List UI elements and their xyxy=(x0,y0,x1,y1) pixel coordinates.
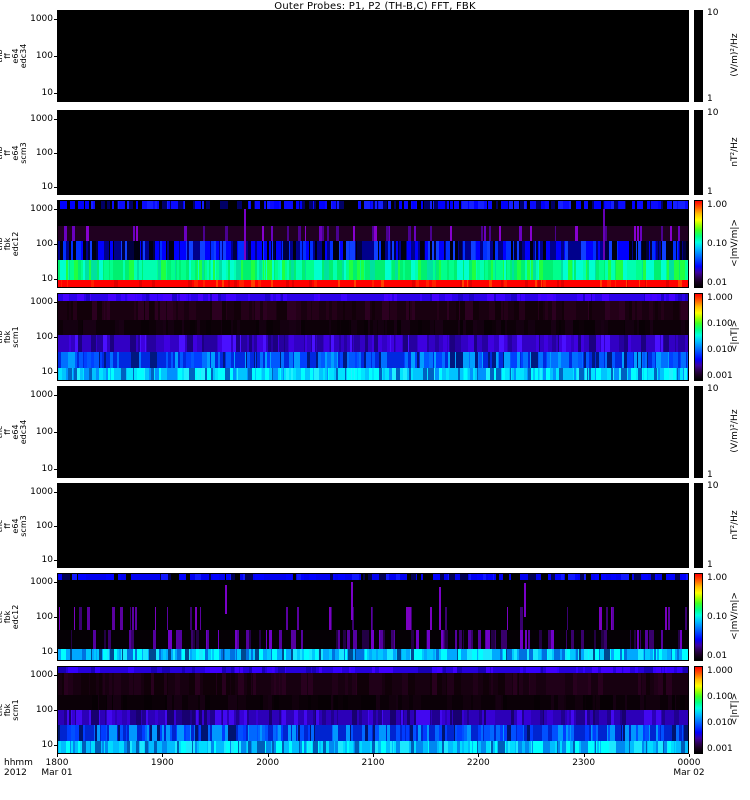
colorbar-thc-fbk-scm1 xyxy=(694,666,703,754)
y-tick-label: 100 xyxy=(35,520,53,531)
x-tick-label: 0000 xyxy=(677,758,701,768)
colorbar-tick-label: 1 xyxy=(707,187,713,198)
colorbar-tick-label: 0.01 xyxy=(707,650,728,661)
colorbar-unit-label: <|nT|> xyxy=(730,692,740,726)
colorbar-unit-label: (V/m)²/Hz xyxy=(730,409,740,453)
spectrogram-panel-thc-ff-e64-scm3[interactable] xyxy=(57,483,689,568)
spectrogram-panel-thc-fbk-edc12[interactable] xyxy=(57,573,689,661)
y-tick-label: 10 xyxy=(41,740,53,751)
colorbar-tick-label: 1.00 xyxy=(707,573,728,584)
y-tick-label: 10 xyxy=(41,554,53,565)
colorbar-tick-label: 0.10 xyxy=(707,239,728,249)
x-axis-date-start: Mar 01 xyxy=(41,768,73,778)
colorbar-unit-label: (V/m)²/Hz xyxy=(730,33,740,77)
y-tick-label: 10 xyxy=(41,87,53,98)
y-tick-label: 100 xyxy=(35,427,53,437)
colorbar-tick-label: 10 xyxy=(707,383,719,394)
colorbar-thb-fbk-edc12 xyxy=(694,200,703,288)
colorbar-tick-label: 0.10 xyxy=(707,612,728,622)
y-tick-label: 1000 xyxy=(30,669,53,680)
y-tick-label: 100 xyxy=(35,705,53,715)
colorbar-tick-label: 0.01 xyxy=(707,277,728,288)
y-tick-label: 10 xyxy=(41,647,53,658)
spectrogram-panel-thb-fbk-edc12[interactable] xyxy=(57,200,689,288)
panel-data-area xyxy=(58,387,688,477)
colorbar-tick-label: 1 xyxy=(707,94,713,105)
colorbar-tick-label: 10 xyxy=(707,480,719,491)
spectrogram-panel-thc-fbk-scm1[interactable] xyxy=(57,666,689,754)
colorbar-tick-label: 0.010 xyxy=(707,344,733,355)
colorbar-tick-label: 1 xyxy=(707,560,713,571)
x-tick-label: 2000 xyxy=(256,758,280,768)
colorbar-unit-label: <|mV/m|> xyxy=(730,219,740,267)
colorbar-unit-label: nT²/Hz xyxy=(730,509,740,540)
panel-data-area xyxy=(58,484,688,567)
panel-data-area xyxy=(58,11,688,101)
y-tick-label: 100 xyxy=(35,239,53,249)
colorbar-thc-fbk-edc12 xyxy=(694,573,703,661)
colorbar-thb-ff-e64-edc34 xyxy=(694,10,703,102)
y-tick-label: 100 xyxy=(35,612,53,622)
colorbar-unit-label: <|nT|> xyxy=(730,319,740,353)
y-tick-label: 10 xyxy=(41,274,53,285)
colorbar-tick-label: 10 xyxy=(707,7,719,18)
y-tick-label: 10 xyxy=(41,463,53,474)
colorbar-thb-fbk-scm1 xyxy=(694,293,703,381)
spectrogram-panel-thc-ff-e64-edc34[interactable] xyxy=(57,386,689,478)
x-tick-label: 2300 xyxy=(572,758,596,768)
x-axis-corner-label: hhmm 2012 xyxy=(4,758,33,778)
colorbar-tick-label: 1.000 xyxy=(707,293,733,304)
colorbar-thb-ff-e64-scm3 xyxy=(694,110,703,195)
y-tick-label: 1000 xyxy=(30,14,53,25)
x-tick-label: 2100 xyxy=(361,758,385,768)
y-tick-label: 1000 xyxy=(30,390,53,401)
x-tick-label: 1800 xyxy=(45,758,69,768)
x-tick-label: 2200 xyxy=(466,758,490,768)
y-tick-label: 1000 xyxy=(30,113,53,124)
y-tick-label: 1000 xyxy=(30,486,53,497)
figure-title: Outer Probes: P1, P2 (TH-B,C) FFT, FBK xyxy=(274,1,476,12)
x-axis-date-end: Mar 02 xyxy=(673,768,705,778)
y-tick-label: 100 xyxy=(35,332,53,342)
spectrogram-panel-thb-ff-e64-edc34[interactable] xyxy=(57,10,689,102)
colorbar-tick-label: 0.001 xyxy=(707,370,733,381)
panel-data-area xyxy=(58,574,688,660)
colorbar-tick-label: 0.100 xyxy=(707,319,733,330)
colorbar-tick-label: 10 xyxy=(707,107,719,118)
y-tick-label: 1000 xyxy=(30,203,53,214)
y-tick-label: 100 xyxy=(35,51,53,61)
panel-data-area xyxy=(58,201,688,287)
colorbar-tick-label: 0.100 xyxy=(707,692,733,703)
y-tick-label: 1000 xyxy=(30,296,53,307)
spectrogram-panel-thb-ff-e64-scm3[interactable] xyxy=(57,110,689,195)
y-tick-label: 10 xyxy=(41,367,53,378)
y-tick-label: 10 xyxy=(41,181,53,192)
colorbar-tick-label: 1 xyxy=(707,470,713,481)
panel-data-area xyxy=(58,111,688,194)
x-tick-label: 1900 xyxy=(150,758,174,768)
colorbar-tick-label: 0.001 xyxy=(707,743,733,754)
panel-data-area xyxy=(58,294,688,380)
colorbar-tick-label: 1.00 xyxy=(707,200,728,211)
colorbar-tick-label: 1.000 xyxy=(707,666,733,677)
colorbar-thc-ff-e64-edc34 xyxy=(694,386,703,478)
spectrogram-panel-thb-fbk-scm1[interactable] xyxy=(57,293,689,381)
panel-data-area xyxy=(58,667,688,753)
colorbar-thc-ff-e64-scm3 xyxy=(694,483,703,568)
colorbar-tick-label: 0.010 xyxy=(707,717,733,728)
colorbar-unit-label: nT²/Hz xyxy=(730,136,740,167)
y-tick-label: 100 xyxy=(35,147,53,158)
y-tick-label: 1000 xyxy=(30,576,53,587)
colorbar-unit-label: <|mV/m|> xyxy=(730,592,740,640)
